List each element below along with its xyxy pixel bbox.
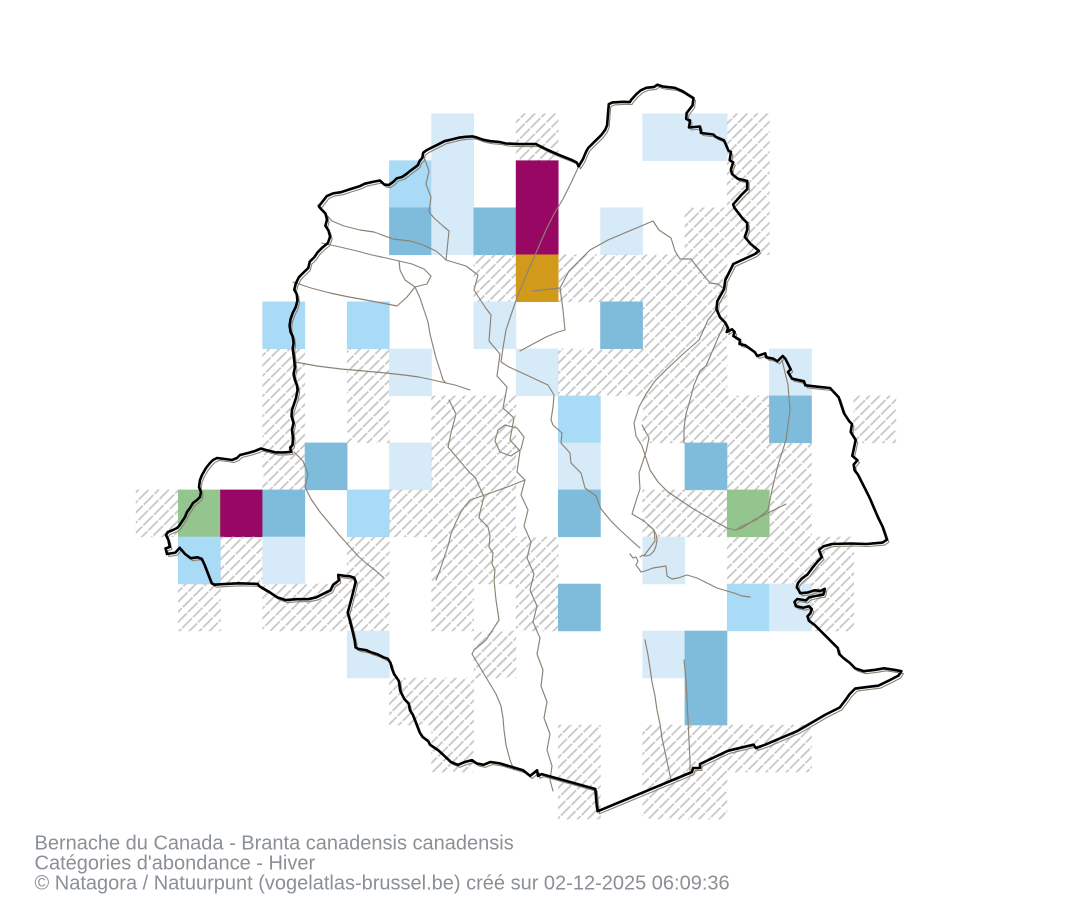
svg-text:© Natagora / Natuurpunt (vogel: © Natagora / Natuurpunt (vogelatlas-brus… bbox=[35, 873, 730, 895]
svg-text:Bernache du Canada - Branta ca: Bernache du Canada - Branta canadensis c… bbox=[35, 833, 514, 855]
svg-text:Catégories d'abondance - Hiver: Catégories d'abondance - Hiver bbox=[35, 853, 316, 875]
